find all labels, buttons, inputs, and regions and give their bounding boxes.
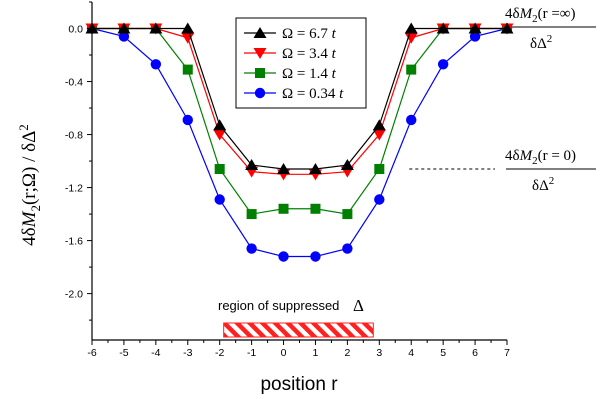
series-line — [92, 27, 507, 170]
x-tick-label: -6 — [87, 347, 96, 359]
data-point — [182, 114, 193, 126]
legend-marker — [253, 27, 267, 38]
data-point — [214, 194, 225, 205]
svg-text:4δM2(r = 0): 4δM2(r = 0) — [505, 148, 576, 167]
y-tick-label: -0.4 — [65, 77, 83, 89]
data-point — [437, 59, 449, 70]
data-point — [213, 129, 227, 141]
series-line — [92, 27, 507, 215]
data-point — [468, 22, 482, 34]
data-point — [245, 159, 259, 171]
data-point — [246, 243, 257, 254]
legend-entry: Ω = 0.34 t — [244, 86, 344, 102]
data-point — [406, 114, 417, 126]
data-point — [150, 59, 162, 70]
data-point — [246, 209, 257, 220]
legend-marker — [253, 48, 267, 59]
legend-entry: Ω = 6.7 t — [244, 26, 337, 42]
data-point — [342, 243, 353, 254]
data-point — [469, 31, 481, 42]
data-point — [404, 32, 418, 44]
x-tick-label: 7 — [504, 347, 510, 359]
data-point — [374, 164, 385, 175]
data-point — [278, 203, 289, 214]
legend-entry: Ω = 1.4 t — [244, 66, 337, 82]
legend: Ω = 6.7 t Ω = 3.4 t Ω = 1.4 t Ω = 0.34 t — [235, 17, 367, 109]
y-tick-label: -0.8 — [65, 130, 83, 142]
data-point — [181, 22, 195, 34]
svg-text:δΔ2: δΔ2 — [530, 33, 552, 52]
legend-marker — [254, 87, 266, 99]
data-point — [213, 119, 227, 131]
x-tick-label: -1 — [247, 347, 256, 359]
y-tick-label: -1.2 — [65, 183, 83, 195]
x-tick-label: -4 — [151, 347, 160, 359]
annotation-r-infinity: 4δM2(r =∞) δΔ2 — [505, 6, 596, 52]
legend-label: Ω = 3.4 t — [282, 46, 337, 62]
x-tick-label: 1 — [313, 347, 319, 359]
legend-label: Ω = 0.34 t — [282, 86, 344, 102]
x-axis-title: position r — [260, 374, 338, 395]
series-line — [91, 27, 508, 258]
data-point — [500, 22, 514, 34]
data-point — [372, 129, 386, 141]
data-point — [277, 163, 291, 175]
y-axis-title: 4δM2(r;Ω) / δΔ2 — [16, 124, 43, 246]
y-tick-label: -1.6 — [65, 236, 83, 248]
x-tick-label: -2 — [215, 347, 224, 359]
data-point — [310, 251, 321, 262]
data-point — [404, 22, 418, 34]
annotation-r-zero: 4δM2(r = 0) δΔ2 — [505, 148, 596, 194]
region-delta-symbol: Δ — [353, 296, 364, 315]
legend-marker — [255, 68, 265, 78]
y-tick-label: 0.0 — [68, 24, 83, 36]
legend-entry: Ω = 3.4 t — [244, 46, 337, 62]
region-label: region of suppressed — [218, 298, 339, 313]
y-tick-label: -2.0 — [65, 289, 83, 301]
data-point — [372, 119, 386, 131]
svg-text:4δM2(r =∞): 4δM2(r =∞) — [505, 6, 575, 25]
data-point — [149, 22, 163, 34]
x-tick-label: 2 — [344, 347, 350, 359]
x-tick-label: 0 — [281, 347, 287, 359]
svg-text:δΔ2: δΔ2 — [532, 175, 554, 194]
data-point — [342, 209, 353, 220]
x-tick-label: 5 — [440, 347, 446, 359]
x-tick-label: 3 — [376, 347, 382, 359]
data-point — [406, 64, 417, 75]
data-point — [214, 164, 225, 175]
data-point — [182, 64, 193, 75]
data-point — [117, 22, 131, 34]
x-tick-label: 6 — [472, 347, 478, 359]
data-point — [308, 163, 322, 175]
data-point — [181, 32, 195, 44]
data-point — [118, 31, 130, 42]
data-point — [278, 251, 289, 262]
series-line — [92, 27, 507, 175]
x-tick-label: -3 — [183, 347, 192, 359]
series-triangle-up — [85, 22, 514, 175]
data-point — [436, 22, 450, 34]
data-point — [310, 203, 321, 214]
data-point — [340, 159, 354, 171]
legend-label: Ω = 6.7 t — [282, 26, 337, 42]
data-point — [374, 194, 385, 205]
x-tick-label: -5 — [119, 347, 128, 359]
x-tick-label: 4 — [408, 347, 414, 359]
legend-label: Ω = 1.4 t — [282, 66, 337, 82]
suppressed-region-bar — [223, 322, 374, 338]
